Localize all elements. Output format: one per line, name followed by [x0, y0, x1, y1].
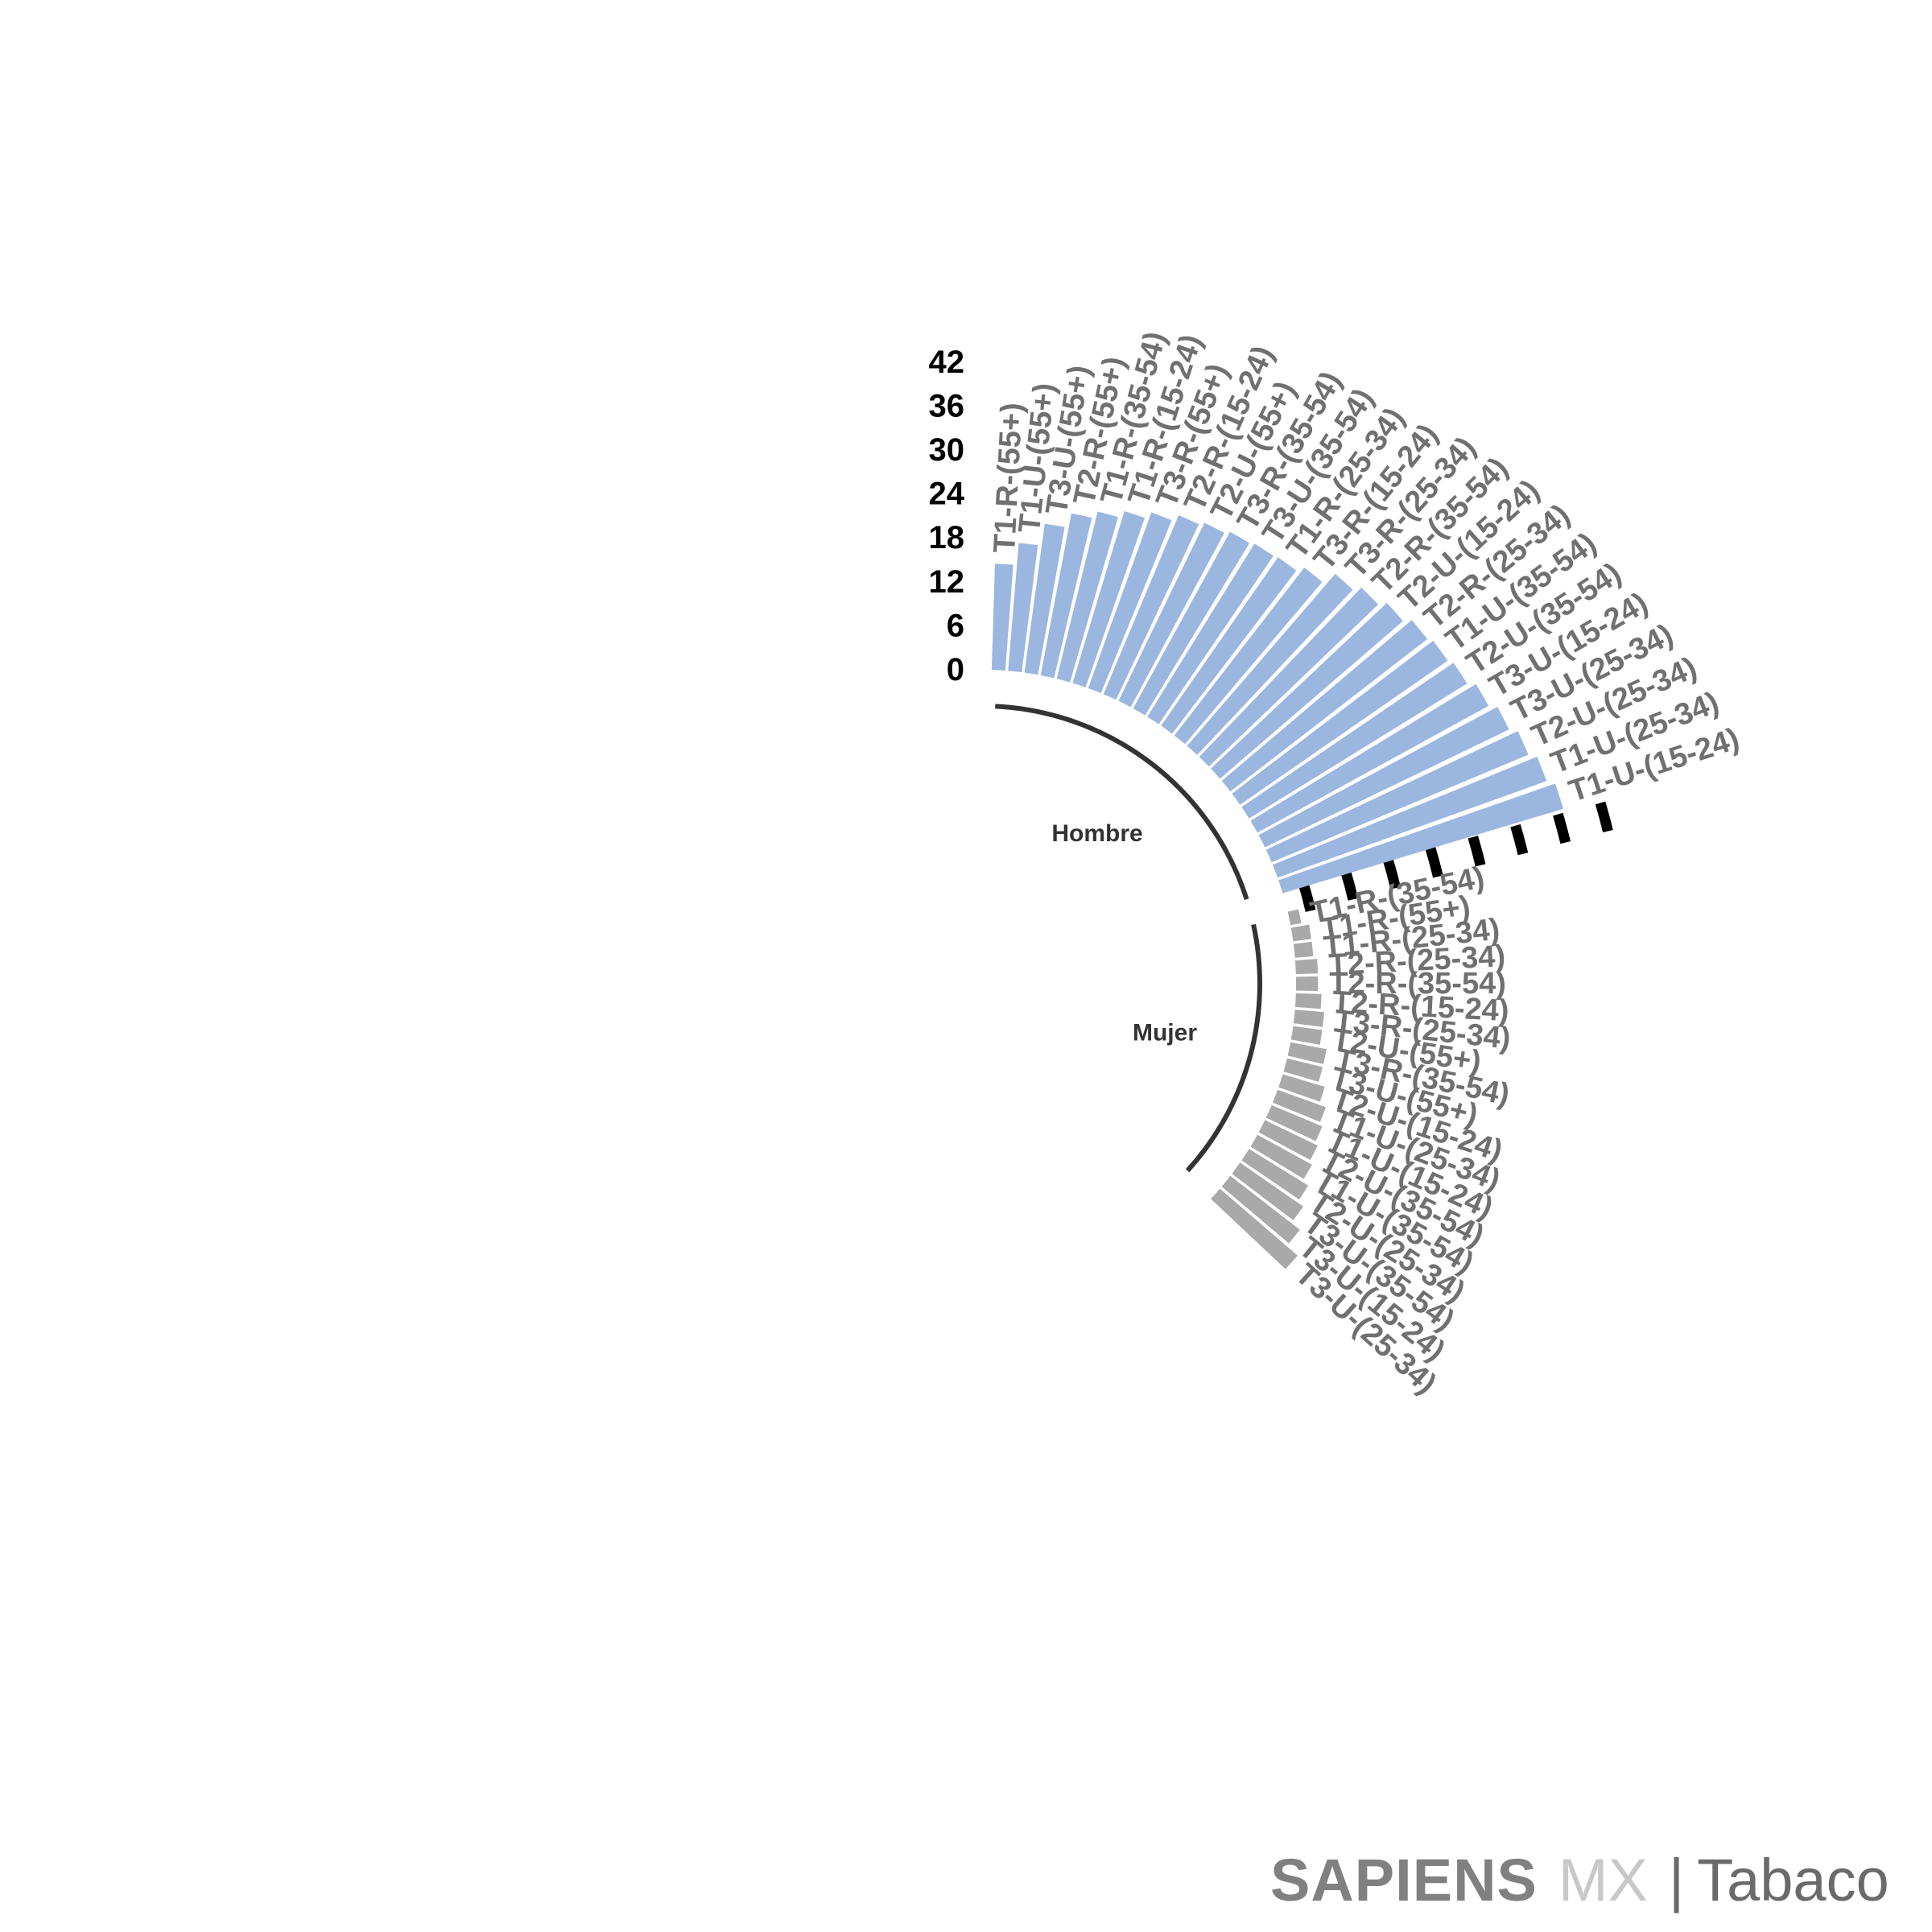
- bar-mujer-18: [1211, 1188, 1298, 1269]
- brand-separator: |: [1668, 1846, 1685, 1913]
- tick-mark-36: [1553, 812, 1571, 844]
- tick-mark-42: [1595, 801, 1613, 833]
- bar-mujer-6: [1293, 1009, 1324, 1027]
- group-arc-mujer: [1185, 923, 1262, 1173]
- bar-mujer-5: [1294, 993, 1322, 1009]
- bar-hombre-16: [1221, 620, 1428, 792]
- radial-tick-12: 12: [929, 564, 965, 600]
- bar-hombre-8: [1118, 522, 1224, 708]
- bar-mujer-15: [1241, 1149, 1309, 1200]
- bar-hombre-10: [1147, 543, 1274, 724]
- group-label-mujer: Mujer: [1133, 1019, 1197, 1046]
- brand-name: SAPIENS: [1270, 1846, 1538, 1913]
- bar-hombre-7: [1103, 514, 1199, 700]
- bar-mujer-17: [1221, 1175, 1300, 1244]
- bar-hombre-19: [1250, 683, 1489, 833]
- bar-hombre-23: [1278, 783, 1564, 894]
- bar-hombre-9: [1133, 531, 1250, 716]
- radial-tick-0: 0: [947, 652, 964, 687]
- bar-hombre-20: [1258, 707, 1509, 848]
- group-label-hombre: Hombre: [1051, 820, 1142, 847]
- bar-mujer-0: [1287, 909, 1302, 926]
- bar-mujer-14: [1250, 1134, 1312, 1179]
- bar-mujer-4: [1295, 976, 1319, 992]
- bar-hombre-6: [1088, 512, 1172, 694]
- bar-hombre-18: [1241, 663, 1468, 819]
- bar-hombre-0: [991, 564, 1013, 671]
- bar-hombre-5: [1072, 511, 1146, 687]
- bar-hombre-4: [1056, 511, 1118, 683]
- tick-mark-30: [1510, 824, 1529, 856]
- bar-hombre-3: [1040, 513, 1092, 679]
- bar-hombre-13: [1187, 573, 1353, 755]
- bar-mujer-16: [1232, 1162, 1303, 1220]
- bar-hombre-22: [1272, 756, 1547, 878]
- brand-logo: SAPIENS MX | Tabaco: [1270, 1843, 1889, 1916]
- brand-suffix: MX: [1558, 1846, 1648, 1913]
- radial-tick-42: 42: [929, 345, 965, 380]
- bar-hombre-17: [1232, 640, 1448, 805]
- group-arcs: Hombre Mujer: [995, 704, 1262, 1173]
- bars: [991, 511, 1564, 1269]
- radial-tick-labels: 0 6 12 18 24 30 36 42: [929, 345, 965, 687]
- bar-mujer-9: [1283, 1058, 1323, 1082]
- bar-hombre-15: [1211, 603, 1403, 779]
- bar-hombre-1: [1008, 543, 1038, 673]
- bar-hombre-14: [1199, 587, 1379, 767]
- group-arc-hombre: [995, 704, 1249, 901]
- bar-mujer-13: [1258, 1120, 1318, 1161]
- bar-mujer-3: [1294, 959, 1319, 975]
- bar-label-mujer-4: T2-R-(35-54): [1329, 967, 1506, 1001]
- radial-tick-6: 6: [947, 608, 964, 643]
- bar-labels: T1-R-(55+)T1-U-(55+)T3-U-(55+)T2-R-(55+)…: [988, 328, 1744, 1401]
- radial-tick-30: 30: [929, 432, 965, 468]
- bar-hombre-11: [1161, 557, 1297, 734]
- bar-mujer-12: [1265, 1104, 1323, 1141]
- brand-section: Tabaco: [1697, 1846, 1889, 1913]
- bar-label-hombre-0: T1-R-(55+): [988, 402, 1030, 554]
- radial-tick-18: 18: [929, 520, 965, 555]
- tick-mark-24: [1468, 835, 1486, 867]
- bar-mujer-1: [1290, 924, 1311, 942]
- bar-hombre-12: [1174, 567, 1323, 745]
- bar-hombre-21: [1265, 731, 1529, 863]
- radial-tick-36: 36: [929, 388, 965, 423]
- bar-mujer-7: [1290, 1026, 1323, 1045]
- bar-mujer-10: [1278, 1074, 1325, 1102]
- radial-tick-24: 24: [929, 477, 965, 512]
- bar-mujer-11: [1272, 1089, 1327, 1122]
- bar-mujer-2: [1293, 941, 1314, 958]
- bar-mujer-8: [1287, 1042, 1327, 1064]
- bar-hombre-2: [1024, 523, 1065, 675]
